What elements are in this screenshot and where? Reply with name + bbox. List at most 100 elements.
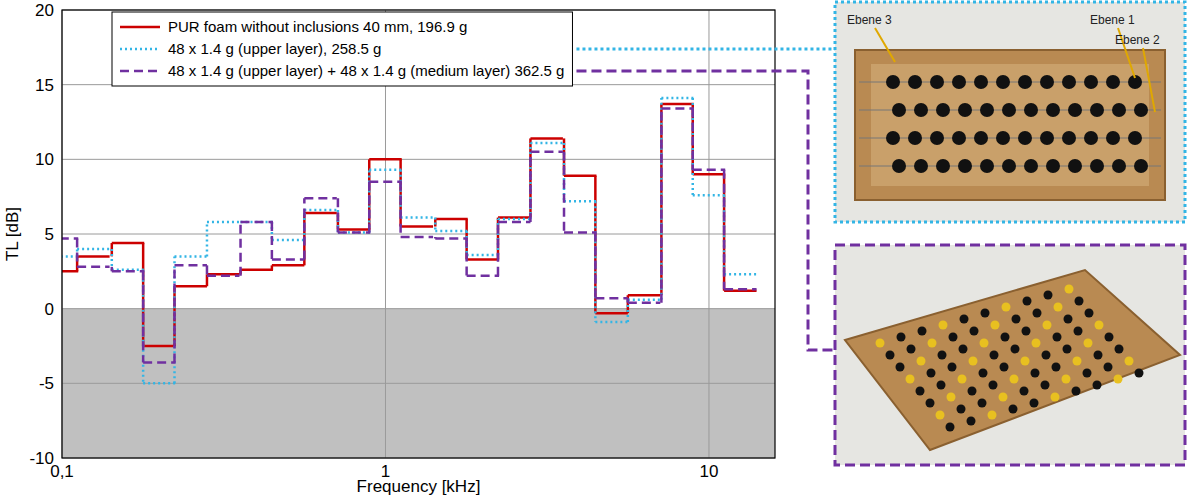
annotation-arrow [1143, 48, 1155, 112]
inclusion [886, 351, 895, 360]
photo-background [835, 2, 1185, 222]
step-riser [271, 222, 274, 259]
step-riser [529, 152, 532, 222]
inclusion [980, 339, 989, 348]
inclusion [908, 75, 922, 89]
inclusion [937, 381, 946, 390]
inclusion [958, 103, 972, 117]
inclusion [1134, 159, 1148, 173]
inclusion [876, 339, 885, 348]
box-frame [855, 50, 1165, 200]
inclusion [1072, 387, 1081, 396]
inclusion [939, 321, 948, 330]
inclusion [968, 387, 977, 396]
inclusion [916, 387, 925, 396]
inclusion [896, 363, 905, 372]
inclusion [991, 321, 1000, 330]
step-segment [564, 175, 596, 178]
box-frame [845, 270, 1180, 450]
inclusion [908, 131, 922, 145]
step-segment [467, 254, 499, 257]
step-segment [628, 301, 660, 304]
inclusion [1044, 291, 1053, 300]
step-segment [207, 275, 239, 278]
inclusion [1033, 309, 1042, 318]
step-riser [173, 256, 176, 383]
inclusion [1000, 363, 1009, 372]
step-segment [530, 151, 562, 154]
inclusion [1112, 159, 1126, 173]
y-tick-label: 15 [35, 76, 54, 95]
step-segment [661, 107, 693, 110]
inclusion [988, 411, 997, 420]
step-segment [369, 158, 401, 161]
inclusion [974, 131, 988, 145]
inclusion [1105, 333, 1114, 342]
inclusion [1054, 303, 1063, 312]
legend-label: 48 x 1.4 g (upper layer) + 48 x 1.4 g (m… [168, 62, 564, 79]
step-riser [399, 182, 402, 237]
inclusion [981, 309, 990, 318]
inclusion [958, 375, 967, 384]
inclusion [990, 351, 999, 360]
inclusion [1032, 339, 1041, 348]
step-riser [660, 109, 663, 303]
legend-box [112, 12, 572, 86]
inclusion [892, 103, 906, 117]
step-riser [594, 233, 597, 299]
inclusion [1125, 357, 1134, 366]
inclusion [936, 103, 950, 117]
step-segment [338, 231, 370, 234]
photo [835, 245, 1185, 465]
connector [576, 48, 835, 51]
annotation: Ebene 2 [1115, 33, 1160, 47]
step-segment [143, 382, 175, 385]
step-segment [77, 266, 109, 269]
step-segment [661, 97, 693, 100]
y-axis-title: TL [dB] [3, 207, 22, 261]
inclusion [1002, 103, 1016, 117]
legend-label: 48 x 1.4 g (upper layer), 258.5 g [168, 40, 381, 57]
step-segment [724, 288, 756, 291]
inclusion [1053, 333, 1062, 342]
step-segment [564, 200, 596, 203]
step-riser [368, 170, 371, 233]
step-segment [112, 269, 144, 272]
photo-frame [835, 245, 1185, 465]
step-segment [498, 221, 530, 224]
inclusion [1094, 351, 1103, 360]
inclusion [906, 375, 915, 384]
inclusion [936, 411, 945, 420]
legend: PUR foam without inclusions 40 mm, 196.9… [112, 12, 572, 86]
step-riser [465, 238, 468, 275]
inclusion [1106, 75, 1120, 89]
step-segment [401, 216, 433, 219]
x-grid-line [708, 10, 709, 458]
step-segment [693, 194, 725, 197]
negative-region [62, 309, 775, 458]
inclusion [1085, 309, 1094, 318]
step-segment [595, 321, 627, 324]
step-segment [174, 255, 206, 258]
inclusion [1134, 103, 1148, 117]
inclusion [1062, 75, 1076, 89]
inclusion [936, 159, 950, 173]
y-grid-line [62, 308, 775, 309]
inclusion [960, 315, 969, 324]
chart: -10-5051015200,1110Frequency [kHz]TL [dB… [0, 0, 1192, 497]
inclusion [949, 333, 958, 342]
plot-frame [62, 10, 775, 458]
inclusion [914, 103, 928, 117]
step-segment [143, 361, 175, 364]
step-segment [564, 231, 596, 234]
inclusion [927, 369, 936, 378]
step-riser [206, 265, 209, 275]
inclusion [1073, 357, 1082, 366]
step-riser [337, 198, 340, 232]
step-segment [595, 297, 627, 300]
annotation: Ebene 3 [847, 13, 892, 27]
inclusion [1075, 297, 1084, 306]
step-riser [239, 222, 242, 276]
inclusion [1031, 369, 1040, 378]
step-segment [435, 230, 467, 233]
